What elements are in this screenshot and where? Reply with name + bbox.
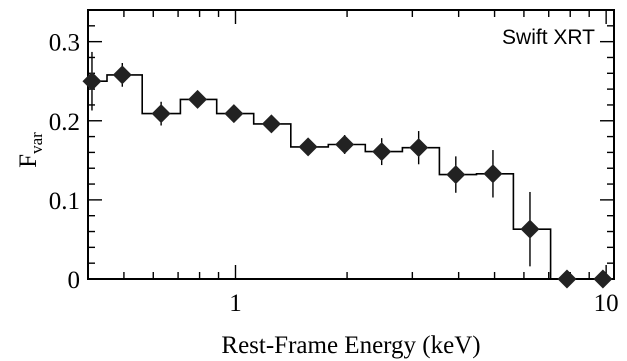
data-point-diamond: [372, 142, 392, 162]
data-point-diamond: [224, 104, 244, 124]
data-points: [82, 51, 613, 289]
y-tick-label: 0.1: [49, 188, 80, 215]
x-axis-label: Rest-Frame Energy (keV): [221, 332, 480, 359]
y-axis-label: Fvar: [15, 132, 46, 168]
y-tick-label: 0.2: [49, 109, 80, 136]
tick-labels: 0 0.1 0.2 0.3 1 10: [49, 30, 619, 317]
y-tick-label: 0: [68, 267, 81, 294]
axis-ticks: [87, 9, 614, 280]
data-point-diamond: [82, 71, 102, 91]
annotation-label: Swift XRT: [502, 26, 595, 49]
data-point-diamond: [483, 164, 503, 184]
data-point-diamond: [335, 135, 355, 154]
data-point-diamond: [557, 269, 577, 289]
data-point-diamond: [520, 219, 540, 239]
data-point-diamond: [446, 165, 466, 185]
data-point-diamond: [298, 137, 318, 157]
x-tick-label: 10: [594, 290, 619, 317]
data-point-diamond: [188, 89, 208, 109]
y-axis-label-main: F: [15, 154, 42, 168]
plot-frame: [87, 9, 615, 280]
x-tick-label: 1: [229, 290, 242, 317]
y-tick-label: 0.3: [49, 30, 80, 57]
data-point-diamond: [409, 138, 429, 158]
series-step-line: [83, 74, 614, 280]
y-axis-label-subscript: var: [27, 132, 46, 154]
data-point-diamond: [261, 114, 281, 134]
data-point-diamond: [112, 65, 132, 85]
data-point-diamond: [593, 269, 613, 289]
data-point-diamond: [151, 104, 171, 124]
